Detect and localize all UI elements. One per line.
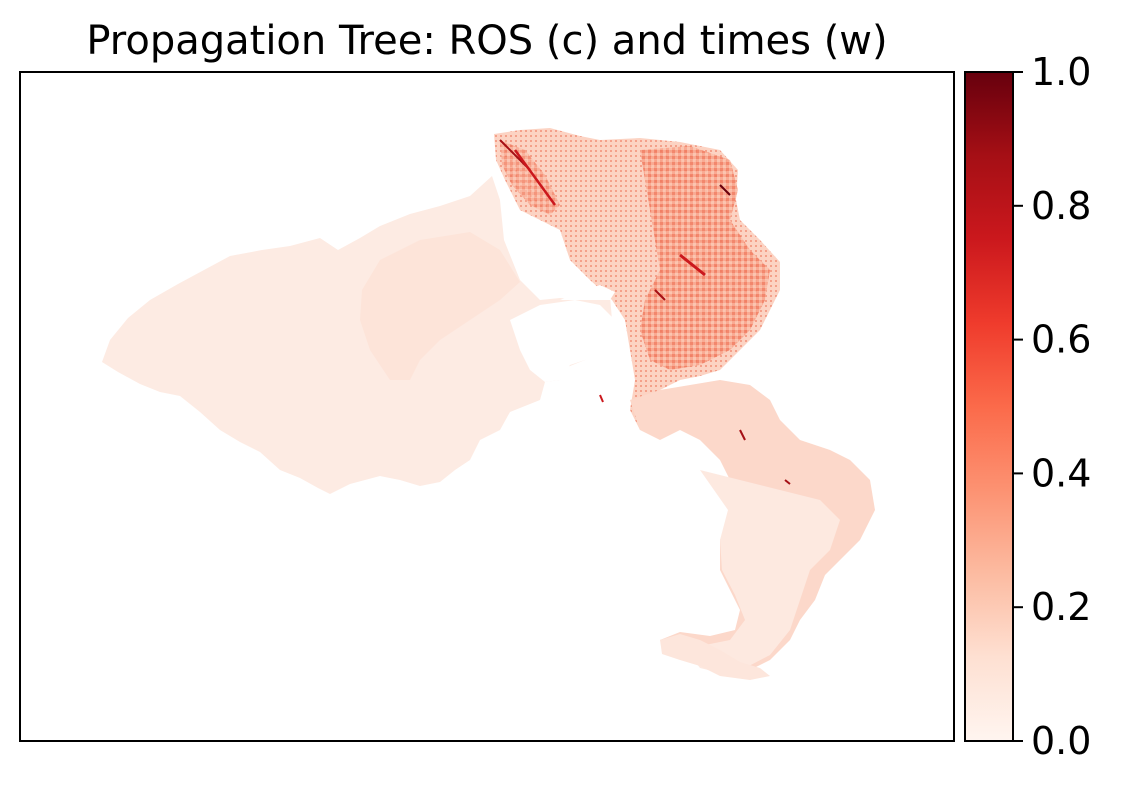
colorbar-tick-label: 0.6 — [1031, 318, 1091, 362]
colorbar-tick-label: 0.4 — [1031, 451, 1091, 495]
colorbar-ticks: 0.0 0.2 0.4 0.6 0.8 1.0 — [1013, 50, 1091, 763]
colorbar-gradient — [965, 72, 1013, 741]
unburned-gap — [510, 300, 615, 382]
region-tail-tip — [660, 634, 770, 680]
high-ros-streaks — [499, 139, 791, 485]
unburned-gap — [560, 285, 615, 300]
colorbar-tick-label: 0.8 — [1031, 184, 1091, 228]
region-central-body — [360, 232, 520, 380]
heatmap-area — [20, 72, 954, 741]
chart-title: Propagation Tree: ROS (c) and times (w) — [86, 18, 887, 64]
colorbar-tick-label: 0.0 — [1031, 719, 1091, 763]
colorbar-tick-label: 1.0 — [1031, 50, 1091, 94]
colorbar-tick-label: 0.2 — [1031, 585, 1091, 629]
colorbar-frame — [964, 71, 1014, 742]
region-north-east-block — [640, 146, 770, 370]
colorbar: 0.0 0.2 0.4 0.6 0.8 1.0 — [964, 50, 1091, 763]
region-north-west-streaks — [500, 140, 560, 215]
region-south-tail — [690, 470, 840, 674]
plot-frame — [19, 71, 955, 742]
